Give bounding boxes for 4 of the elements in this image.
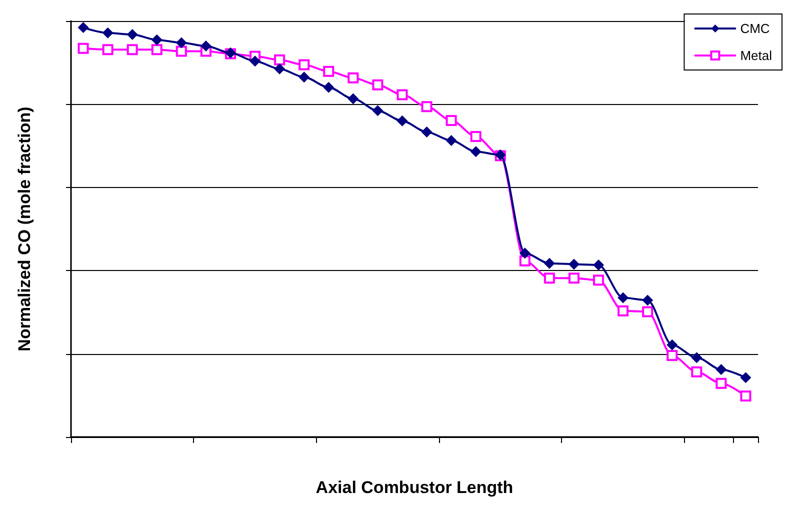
y-axis-title: Normalized CO (mole fraction): [15, 106, 34, 352]
x-axis-title: Axial Combustor Length: [316, 478, 514, 497]
legend-label: CMC: [740, 21, 770, 36]
legend-label: Metal: [740, 48, 772, 63]
